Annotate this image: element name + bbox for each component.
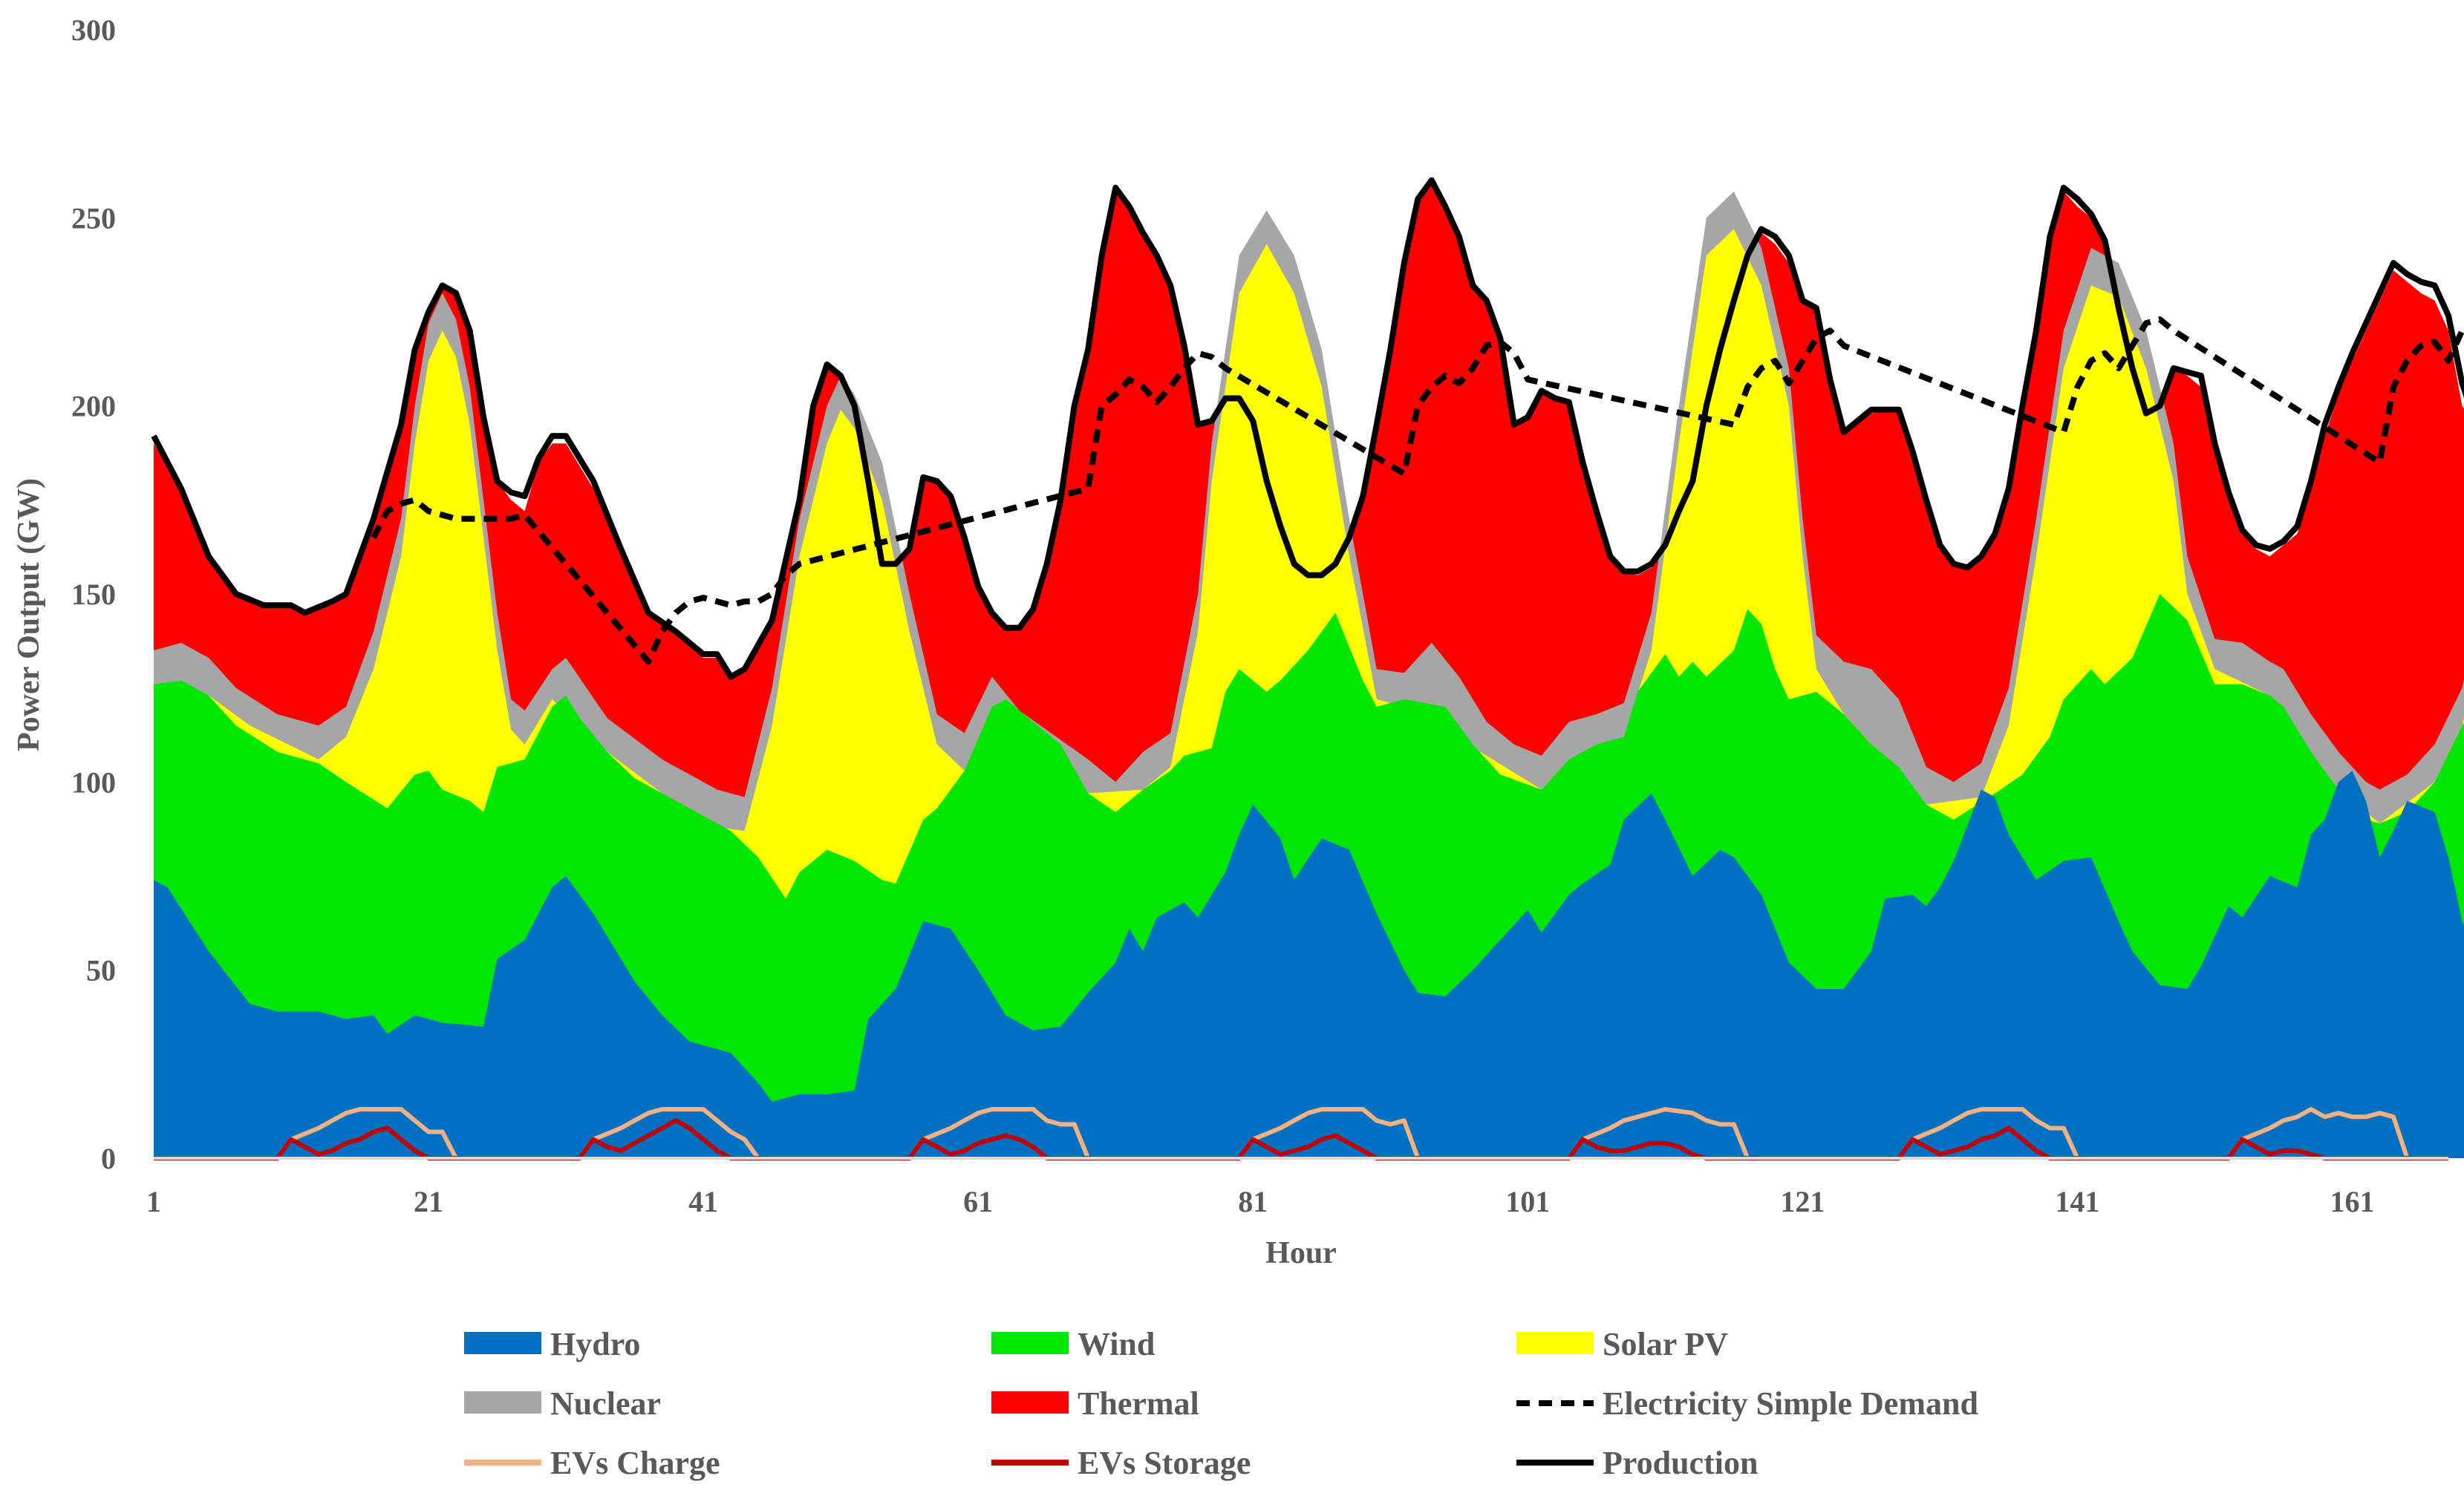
x-tick-label: 21 [414, 1185, 443, 1218]
y-tick-label: 250 [71, 201, 116, 235]
legend-label: EVs Storage [1078, 1445, 1251, 1481]
x-tick-label: 101 [1505, 1185, 1550, 1218]
legend-label: Electricity Simple Demand [1603, 1385, 1978, 1422]
legend-item-evs-charge: EVs Charge [464, 1445, 720, 1481]
legend-label: Production [1603, 1445, 1758, 1481]
legend-label: Thermal [1078, 1385, 1199, 1422]
x-axis-title: Hour [1265, 1236, 1337, 1270]
x-tick-label: 41 [688, 1185, 718, 1218]
legend-label: Nuclear [550, 1385, 661, 1422]
legend-swatch [464, 1332, 541, 1354]
legend-label: Solar PV [1603, 1326, 1728, 1362]
y-tick-label: 50 [86, 954, 116, 987]
y-tick-label: 0 [101, 1142, 116, 1175]
y-tick-label: 200 [71, 390, 116, 423]
legend-item-solar-pv: Solar PV [1516, 1326, 1728, 1362]
legend-swatch [464, 1391, 541, 1414]
y-tick-label: 300 [71, 13, 116, 47]
area-hydro [154, 771, 2464, 1158]
legend-label: Hydro [550, 1326, 640, 1362]
legend-item-production: Production [1516, 1445, 1758, 1481]
line-electricity-simple-demand [371, 316, 2464, 665]
y-tick-label: 150 [71, 578, 116, 611]
legend-item-electricity-simple-demand: Electricity Simple Demand [1516, 1385, 1978, 1422]
legend-item-thermal: Thermal [991, 1385, 1199, 1422]
legend-swatch [1516, 1332, 1594, 1354]
legend-swatch [991, 1332, 1069, 1354]
x-tick-label: 121 [1780, 1185, 1825, 1218]
y-axis-ticks: 0 50 100 150 200 250 300 [71, 13, 116, 1175]
legend-label: EVs Charge [550, 1445, 720, 1481]
legend-label: Wind [1078, 1326, 1155, 1362]
y-axis-title: Power Output (GW) [12, 478, 46, 751]
x-tick-label: 81 [1238, 1185, 1268, 1218]
legend-item-nuclear: Nuclear [464, 1385, 661, 1422]
x-tick-label: 1 [146, 1185, 161, 1218]
y-tick-label: 100 [71, 765, 116, 799]
legend-item-wind: Wind [991, 1326, 1155, 1362]
legend: Hydro Wind Solar PV Nuclear Thermal Electrici… [464, 1326, 1978, 1481]
legend-item-evs-storage: EVs Storage [991, 1445, 1251, 1481]
x-axis-ticks: 1 21 41 61 81 101 121 141 161 [146, 1185, 2374, 1218]
x-tick-label: 141 [2055, 1185, 2099, 1218]
x-tick-label: 61 [963, 1185, 993, 1218]
stacked-areas [154, 180, 2464, 1158]
x-tick-label: 161 [2330, 1185, 2374, 1218]
legend-swatch [991, 1391, 1069, 1414]
legend-item-hydro: Hydro [464, 1326, 640, 1362]
line-production [151, 177, 2464, 680]
